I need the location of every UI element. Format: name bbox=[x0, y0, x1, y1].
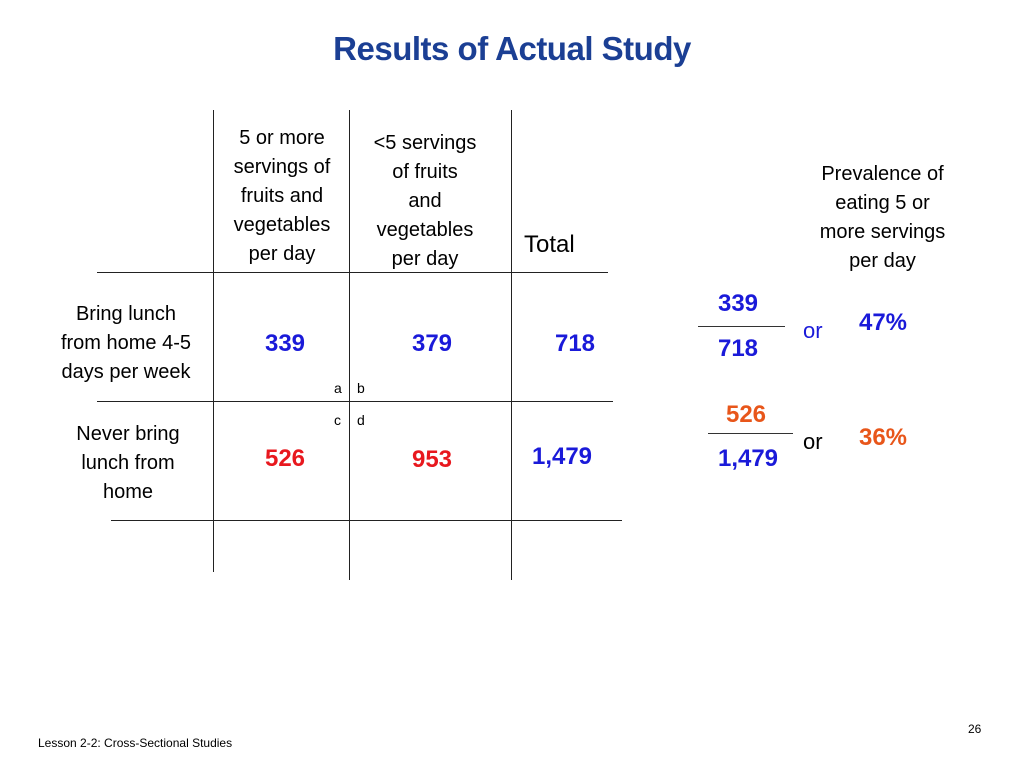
row2-total-value: 1,479 bbox=[531, 443, 593, 470]
footer-lesson-text: Lesson 2-2: Cross-Sectional Studies bbox=[38, 736, 233, 750]
cell-d-value: 953 bbox=[411, 446, 453, 473]
header-line: <5 servings bbox=[373, 132, 477, 154]
row-label-line: home bbox=[102, 481, 154, 503]
header-line: per day bbox=[391, 248, 459, 270]
header-line: of fruits bbox=[392, 161, 458, 183]
prevalence2-numerator: 526 bbox=[725, 401, 767, 428]
header-line: vegetables bbox=[376, 219, 474, 241]
grid-hline-2 bbox=[97, 401, 613, 402]
prevalence1-fraction-bar bbox=[698, 326, 785, 327]
row1-total-value: 718 bbox=[554, 330, 596, 357]
cell-letter-d: d bbox=[357, 412, 365, 428]
prevalence1-percent: 47% bbox=[858, 309, 908, 336]
header-line: and bbox=[408, 190, 442, 212]
row-label-line: lunch from bbox=[81, 452, 175, 474]
cell-c-value: 526 bbox=[264, 445, 306, 472]
cell-a-value: 339 bbox=[264, 330, 306, 357]
prevalence1-denominator: 718 bbox=[717, 335, 759, 362]
prevalence1-numerator: 339 bbox=[717, 290, 759, 317]
prevalence2-denominator: 1,479 bbox=[717, 445, 779, 472]
slide-title: Results of Actual Study bbox=[333, 30, 691, 67]
row-label-line: Bring lunch bbox=[75, 303, 177, 325]
header-line: servings of bbox=[233, 156, 331, 178]
prevalence-header-line: per day bbox=[849, 250, 916, 272]
row-label-bring-lunch: Bring lunch from home 4-5 days per week bbox=[40, 300, 212, 387]
cell-b-value: 379 bbox=[411, 330, 453, 357]
col-header-five-or-more: 5 or more servings of fruits and vegetab… bbox=[214, 124, 350, 269]
cell-letter-c: c bbox=[334, 412, 341, 428]
prevalence-header-line: more servings bbox=[819, 221, 946, 243]
header-line: 5 or more bbox=[239, 127, 325, 149]
col-header-total: Total bbox=[524, 231, 575, 258]
grid-vline-3 bbox=[511, 110, 512, 580]
header-line: fruits and bbox=[240, 185, 324, 207]
row-label-line: Never bring bbox=[76, 423, 180, 445]
header-line: per day bbox=[248, 243, 316, 265]
grid-vline-2 bbox=[349, 110, 350, 580]
header-line: vegetables bbox=[233, 214, 331, 236]
grid-vline-1 bbox=[213, 110, 214, 572]
prevalence-header-line: Prevalence of bbox=[821, 163, 944, 185]
prevalence2-or: or bbox=[803, 429, 823, 454]
prevalence1-or: or bbox=[803, 318, 823, 343]
prevalence2-percent: 36% bbox=[858, 424, 908, 451]
grid-hline-1 bbox=[97, 272, 608, 273]
row-label-never-bring: Never bring lunch from home bbox=[42, 420, 214, 507]
cell-letter-a: a bbox=[334, 380, 342, 396]
col-header-less-than-five: <5 servings of fruits and vegetables per… bbox=[350, 129, 500, 274]
grid-hline-3 bbox=[111, 520, 622, 521]
prevalence-header: Prevalence of eating 5 or more servings … bbox=[795, 160, 970, 276]
footer-page-number: 26 bbox=[968, 722, 982, 736]
cell-letter-b: b bbox=[357, 380, 365, 396]
prevalence2-fraction-bar bbox=[708, 433, 793, 434]
prevalence-header-line: eating 5 or bbox=[835, 192, 930, 214]
row-label-line: from home 4-5 bbox=[60, 332, 192, 354]
row-label-line: days per week bbox=[61, 361, 191, 383]
